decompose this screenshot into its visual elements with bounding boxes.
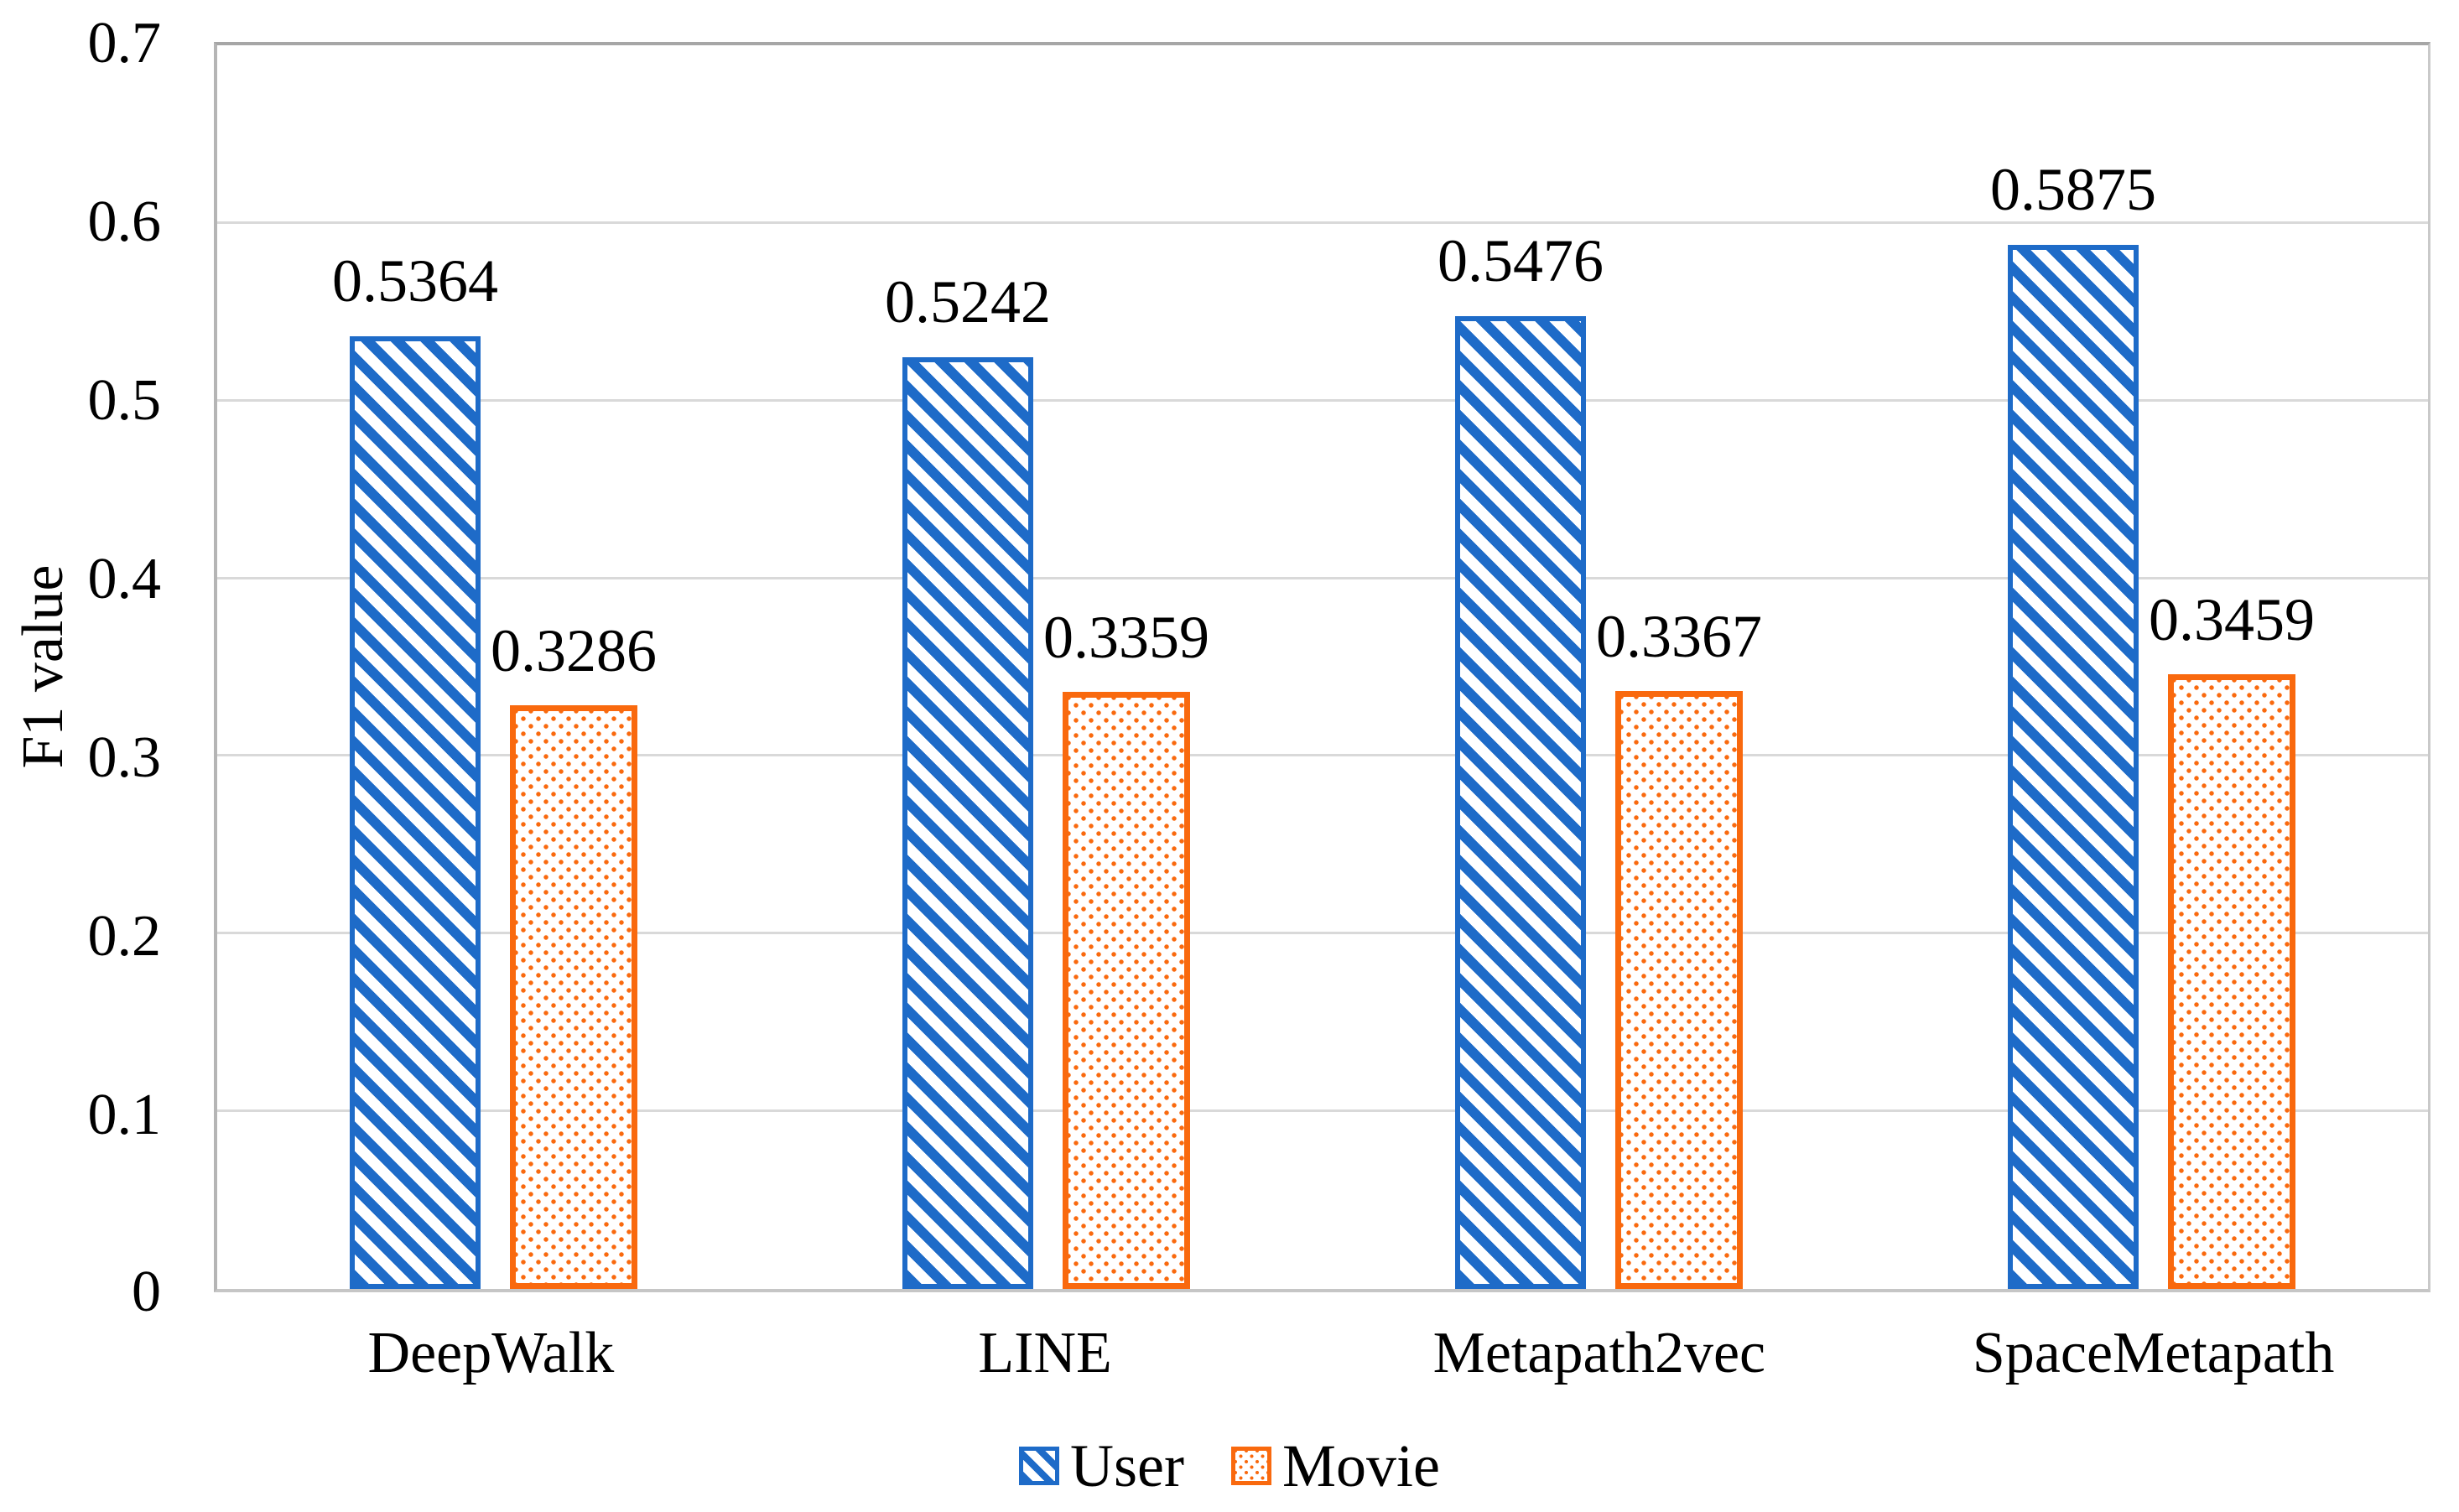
x-label-metapath2vec: Metapath2vec bbox=[1432, 1321, 1766, 1385]
y-tick-label: 0.2 bbox=[87, 904, 162, 969]
x-axis-labels: DeepWalk LINE Metapath2vec SpaceMetapath bbox=[214, 1318, 2430, 1389]
bar-value-label: 0.3286 bbox=[491, 616, 657, 684]
bar-group-deepwalk: 0.5364 0.3286 bbox=[217, 45, 770, 1289]
bar-value-label: 0.3367 bbox=[1596, 602, 1762, 670]
bar-value-label: 0.3459 bbox=[2149, 586, 2315, 654]
x-label-line: LINE bbox=[978, 1321, 1112, 1385]
legend-item-movie: Movie bbox=[1230, 1432, 1440, 1499]
bar-value-label: 0.3359 bbox=[1043, 604, 1209, 672]
bars-container: 0.5364 0.3286 0.5242 0.3359 0.5476 bbox=[217, 45, 2428, 1289]
bar-user-deepwalk: 0.5364 bbox=[332, 251, 498, 1289]
legend-label-user: User bbox=[1070, 1432, 1184, 1499]
bar-group-spacemetapath: 0.5875 0.3459 bbox=[1875, 45, 2428, 1289]
bar-group-line: 0.5242 0.3359 bbox=[770, 45, 1323, 1289]
legend-swatch-movie-dots-icon bbox=[1230, 1447, 1271, 1485]
bar-user-metapath2vec: 0.5476 bbox=[1437, 231, 1604, 1289]
bar-movie-metapath2vec: 0.3367 bbox=[1596, 606, 1762, 1289]
y-tick-label: 0.4 bbox=[87, 547, 162, 611]
bar-user-line: 0.5242 bbox=[885, 272, 1051, 1289]
bar-movie-line: 0.3359 bbox=[1043, 607, 1209, 1289]
bar-value-label: 0.5364 bbox=[332, 247, 498, 314]
y-tick-label: 0.6 bbox=[87, 190, 162, 254]
gridline-0-3 bbox=[217, 754, 2428, 757]
bar-value-label: 0.5875 bbox=[1990, 156, 2156, 224]
gridline-0-5 bbox=[217, 398, 2428, 402]
legend-swatch-user-hatch-icon bbox=[1019, 1447, 1060, 1485]
gridline-0-1 bbox=[217, 1109, 2428, 1113]
x-label-spacemetapath: SpaceMetapath bbox=[1972, 1321, 2335, 1385]
bar-movie-spacemetapath: 0.3459 bbox=[2149, 590, 2315, 1289]
bar-value-label: 0.5242 bbox=[885, 268, 1051, 336]
legend: User Movie bbox=[0, 1436, 2459, 1496]
bar-user-spacemetapath: 0.5875 bbox=[1990, 159, 2156, 1289]
y-tick-label: 0.3 bbox=[87, 725, 162, 790]
legend-item-user: User bbox=[1019, 1436, 1184, 1496]
gridline-0-6 bbox=[217, 221, 2428, 224]
bar-group-metapath2vec: 0.5476 0.3367 bbox=[1323, 45, 1875, 1289]
gridline-0-2 bbox=[217, 932, 2428, 935]
legend-label-movie: Movie bbox=[1281, 1432, 1440, 1499]
gridline-0-4 bbox=[217, 576, 2428, 579]
y-tick-label: 0.1 bbox=[87, 1083, 162, 1147]
bar-movie-deepwalk: 0.3286 bbox=[491, 621, 657, 1289]
y-tick-label: 0 bbox=[132, 1260, 161, 1324]
plot-area: 0.5364 0.3286 0.5242 0.3359 0.5476 bbox=[214, 42, 2430, 1292]
y-tick-label: 0.7 bbox=[87, 11, 162, 75]
x-label-deepwalk: DeepWalk bbox=[367, 1321, 615, 1385]
y-tick-label: 0.5 bbox=[87, 368, 162, 433]
bar-value-label: 0.5476 bbox=[1437, 226, 1604, 294]
